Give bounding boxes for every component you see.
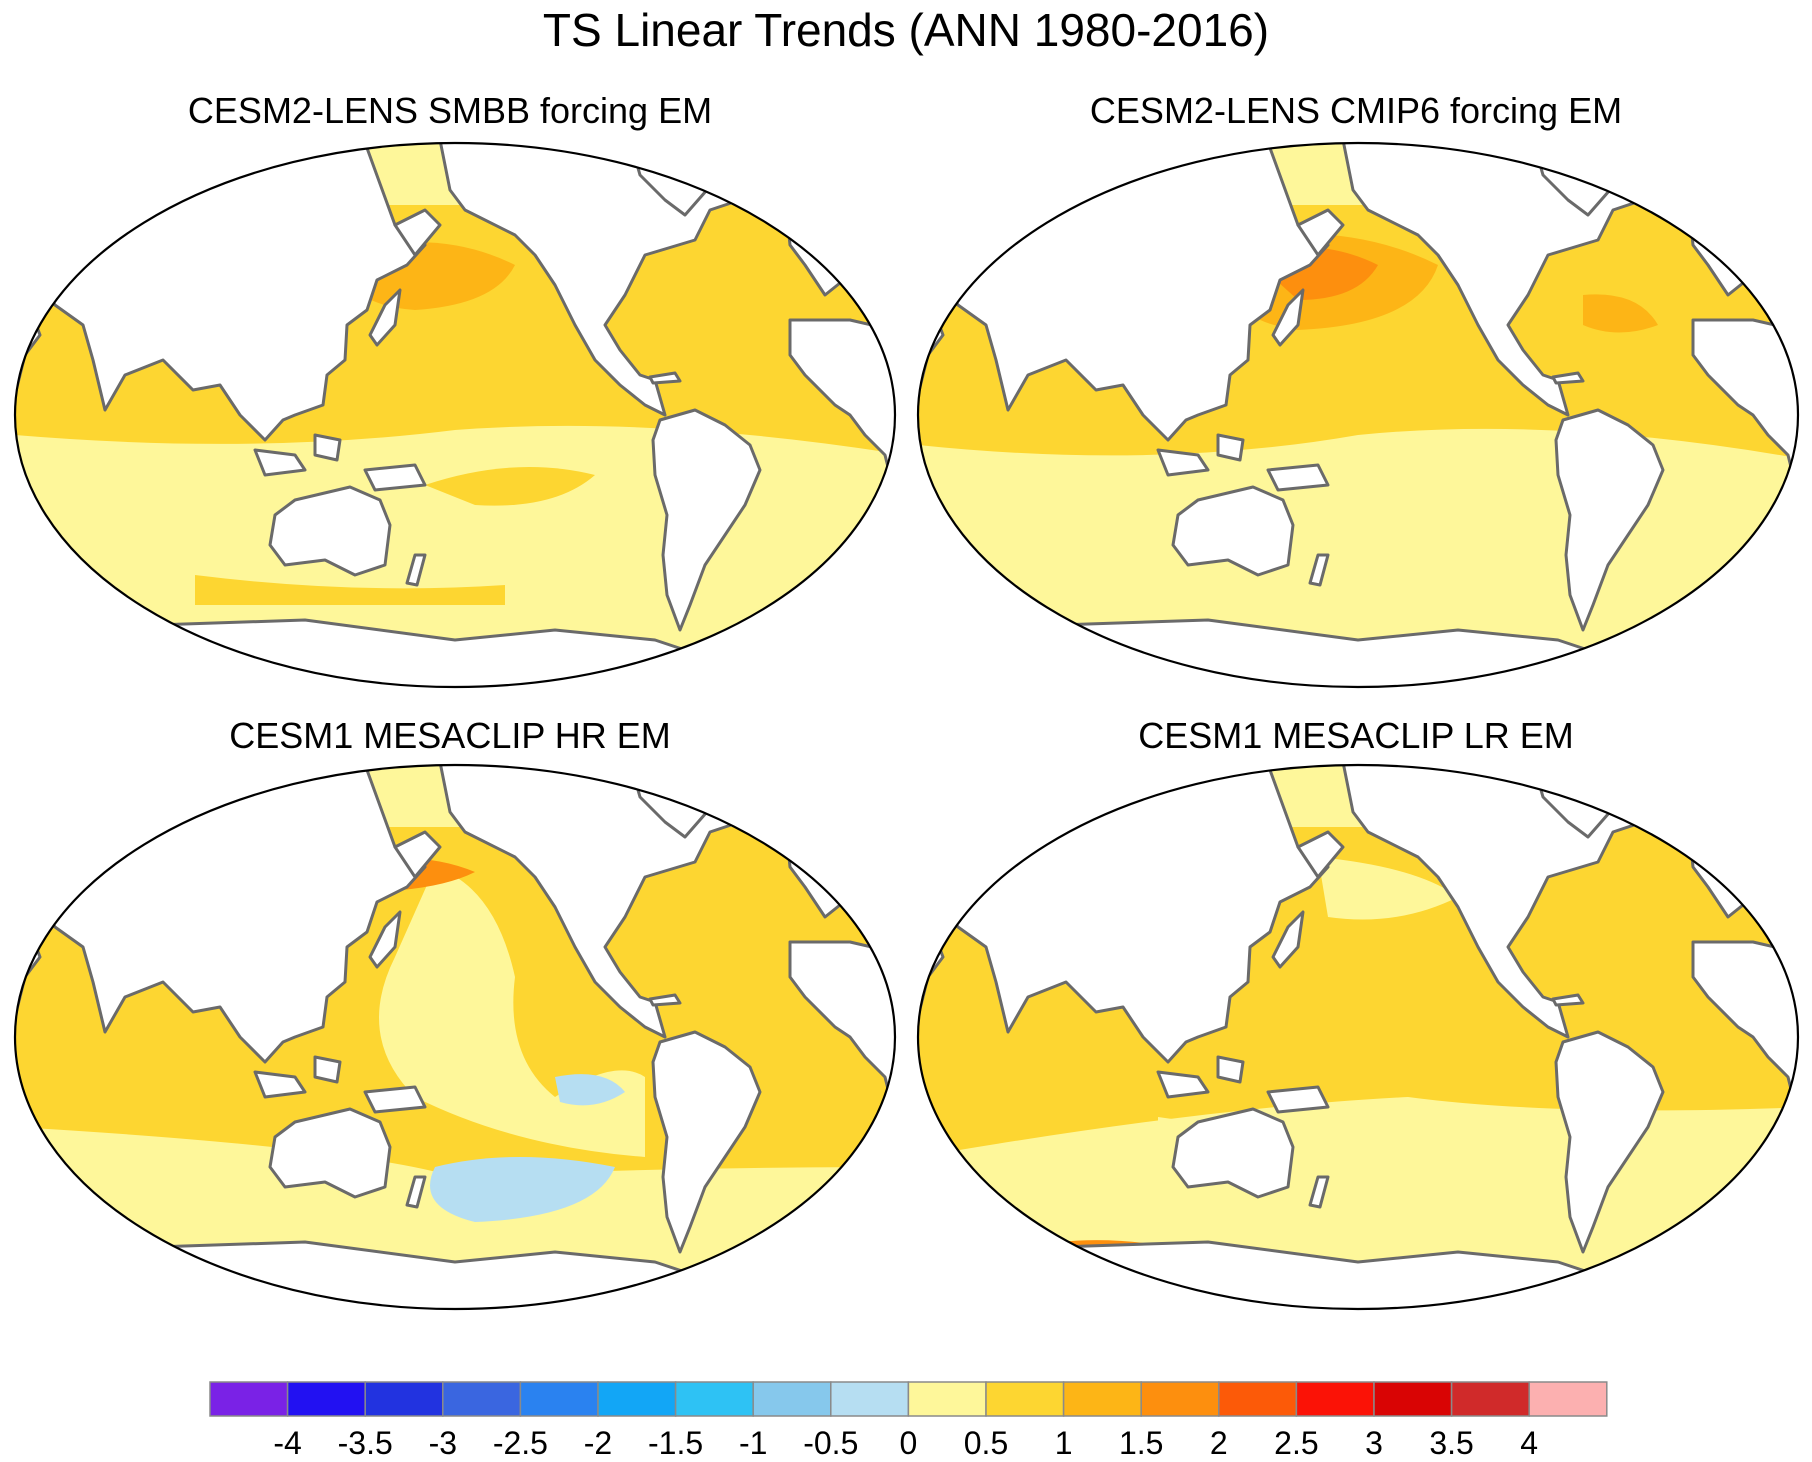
colorbar-swatch (1062, 1381, 1142, 1417)
colorbar-tick-label: 2 (1210, 1425, 1228, 1461)
colorbar-tick-label: -3 (429, 1425, 457, 1461)
colorbar-swatch (1450, 1381, 1530, 1417)
figure-title: TS Linear Trends (ANN 1980-2016) (542, 4, 1270, 56)
colorbar-swatch (907, 1381, 987, 1417)
colorbar-tick-label: -0.5 (803, 1425, 858, 1461)
colorbar-tick-label: 0 (900, 1425, 918, 1461)
colorbar-swatch (286, 1381, 366, 1417)
colorbar-swatch (364, 1381, 444, 1417)
colorbar-swatch (830, 1381, 910, 1417)
colorbar-swatch (1218, 1381, 1298, 1417)
colorbar-swatch (752, 1381, 832, 1417)
colorbar-swatch (1295, 1381, 1375, 1417)
map-panel-lr (916, 763, 1800, 1311)
map-panel-smbb (13, 141, 897, 689)
colorbar-tick-label: 2.5 (1274, 1425, 1318, 1461)
colorbar-swatch (674, 1381, 754, 1417)
panel-title-lr: CESM1 MESACLIP LR EM (1138, 715, 1574, 756)
colorbar-tick-label: 1.5 (1119, 1425, 1163, 1461)
colorbar-swatch (985, 1381, 1065, 1417)
colorbar-swatch (597, 1381, 677, 1417)
map-panel-hr (13, 763, 897, 1311)
colorbar-tick-label: -3.5 (338, 1425, 393, 1461)
colorbar-swatch (1140, 1381, 1220, 1417)
colorbar-tick-label: 0.5 (964, 1425, 1008, 1461)
colorbar-tick-label: 3 (1365, 1425, 1383, 1461)
map-panel-cmip6 (916, 141, 1800, 689)
colorbar-swatch (1528, 1381, 1608, 1417)
colorbar-swatch (519, 1381, 599, 1417)
colorbar-tick-label: -1 (739, 1425, 767, 1461)
colorbar-swatch (1373, 1381, 1453, 1417)
panel-title-smbb: CESM2-LENS SMBB forcing EM (187, 90, 713, 131)
colorbar-tick-label: -2.5 (493, 1425, 548, 1461)
colorbar-tick-label: -2 (584, 1425, 612, 1461)
panel-title-hr: CESM1 MESACLIP HR EM (229, 715, 671, 756)
colorbar: -4 -3.5 -3 -2.5 -2 -1.5 -1 -0.5 0 0.5 1 1.5 2 2.5 3 3.5… (209, 1381, 1608, 1461)
colorbar-tick-label: 1 (1055, 1425, 1073, 1461)
colorbar-tick-label: 3.5 (1429, 1425, 1473, 1461)
colorbar-tick-label: -1.5 (648, 1425, 703, 1461)
colorbar-swatch (209, 1381, 289, 1417)
colorbar-tick-label: -4 (273, 1425, 301, 1461)
panel-title-cmip6: CESM2-LENS CMIP6 forcing EM (1089, 90, 1623, 131)
colorbar-tick-label: 4 (1520, 1425, 1538, 1461)
colorbar-swatch (442, 1381, 522, 1417)
